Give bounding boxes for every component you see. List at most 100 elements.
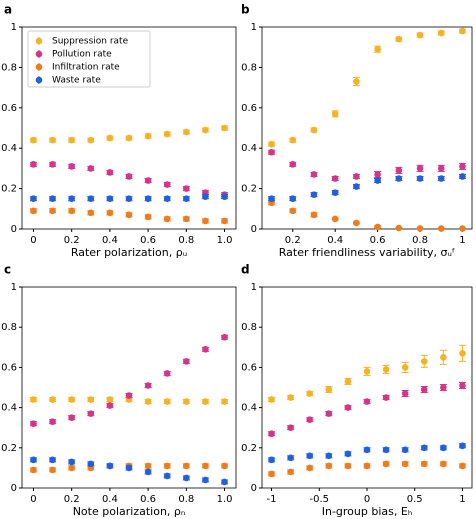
x-tick-label: 0.8	[412, 235, 428, 246]
point	[382, 394, 390, 401]
point	[49, 207, 56, 215]
point	[344, 378, 352, 385]
point	[437, 165, 445, 172]
x-tick-label: 0.4	[102, 235, 118, 246]
point	[202, 398, 209, 405]
point	[49, 418, 56, 425]
y-tick-label: 0.2	[1, 443, 17, 454]
y-tick-label: 1	[251, 22, 257, 33]
point	[344, 450, 352, 458]
point	[268, 140, 275, 148]
x-tick-label: 0.2	[64, 235, 80, 246]
point	[125, 211, 133, 219]
point	[344, 462, 352, 470]
y-tick-label: 0.6	[241, 103, 257, 114]
x-axis-label: In-group bias, Eₕ	[322, 505, 413, 518]
point	[401, 460, 409, 468]
x-tick-label: 0	[30, 494, 36, 505]
point	[68, 396, 75, 403]
point	[287, 454, 294, 462]
point	[106, 169, 114, 176]
legend-swatch	[35, 50, 43, 58]
point	[440, 384, 447, 391]
x-tick-label: 0	[30, 235, 36, 246]
point	[144, 213, 152, 221]
point	[106, 402, 114, 409]
point	[268, 396, 275, 403]
point	[183, 462, 190, 470]
point	[87, 136, 95, 144]
point	[163, 462, 171, 470]
point	[459, 225, 466, 232]
point	[420, 386, 428, 393]
point	[202, 462, 209, 470]
point	[353, 219, 360, 227]
point	[310, 191, 318, 198]
legend-swatch	[35, 76, 43, 84]
point	[144, 195, 152, 202]
point	[202, 126, 209, 134]
point	[416, 225, 424, 232]
point	[87, 209, 95, 217]
x-tick-label: 0.2	[285, 235, 301, 246]
x-tick-label: 0.4	[327, 235, 343, 246]
point	[310, 171, 318, 178]
x-tick-label: 0.8	[178, 235, 194, 246]
point	[30, 466, 37, 474]
plot-frame	[261, 26, 473, 230]
point	[144, 468, 152, 476]
point	[144, 398, 152, 405]
point	[49, 161, 56, 168]
point	[125, 392, 133, 399]
point	[144, 462, 152, 470]
x-tick-label: 0.4	[102, 494, 118, 505]
panel-label: c	[4, 263, 11, 277]
point	[353, 173, 360, 180]
point	[310, 211, 318, 219]
x-axis-label: Rater friendliness variability, σᵤᶠ	[279, 246, 455, 259]
point	[125, 464, 133, 472]
point	[287, 424, 294, 432]
point	[163, 472, 171, 480]
point	[68, 464, 75, 472]
point	[420, 460, 428, 468]
point	[183, 128, 190, 136]
point	[163, 398, 171, 405]
y-tick-label: 0.6	[1, 362, 17, 373]
y-tick-label: 1	[11, 282, 17, 293]
point	[68, 414, 75, 421]
point	[363, 398, 371, 405]
point	[395, 224, 403, 232]
point	[401, 390, 409, 397]
point	[87, 460, 95, 468]
point	[459, 163, 466, 170]
panel-label: a	[4, 3, 12, 17]
point	[287, 394, 294, 401]
y-tick-label: 1	[251, 282, 257, 293]
point	[306, 464, 314, 472]
point	[325, 462, 333, 470]
point	[221, 333, 228, 341]
panel-label: b	[241, 3, 250, 17]
point	[459, 462, 466, 470]
point	[416, 175, 424, 182]
point	[395, 167, 403, 174]
point	[363, 368, 371, 375]
point	[459, 382, 466, 389]
point	[382, 366, 390, 373]
y-tick-label: 0.4	[1, 143, 17, 154]
point	[183, 474, 190, 482]
point	[440, 354, 447, 361]
point	[49, 136, 56, 144]
point	[49, 466, 56, 474]
point	[183, 358, 190, 365]
point	[163, 130, 171, 138]
point	[144, 382, 152, 389]
point	[459, 442, 466, 450]
point	[437, 175, 445, 182]
point	[221, 217, 228, 225]
point	[87, 165, 95, 172]
point	[416, 165, 424, 172]
point	[395, 175, 403, 182]
x-tick-label: 0.6	[140, 235, 156, 246]
